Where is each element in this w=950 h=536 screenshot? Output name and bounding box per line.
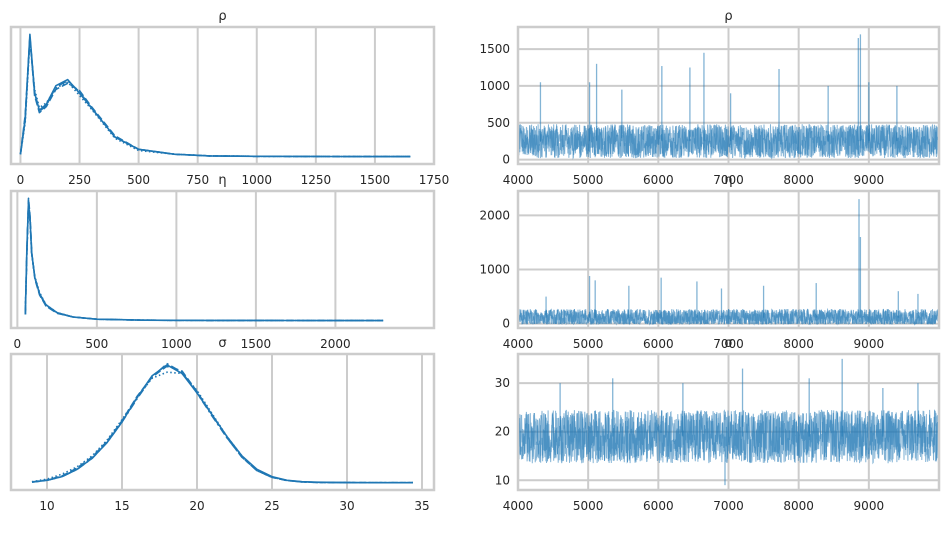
subplot-title: η (724, 173, 732, 188)
x-tick-label: 7000 (713, 499, 744, 513)
x-tick-label: 8000 (783, 499, 814, 513)
subplot-title: η (218, 173, 226, 188)
density-line-chain-3 (19, 37, 411, 158)
axes-frame (516, 352, 941, 492)
x-tick-label: 4000 (503, 173, 534, 187)
axes-frame (9, 189, 436, 330)
axes-frame (9, 352, 436, 492)
x-tick-label: 25 (264, 499, 279, 513)
x-tick-label: 5000 (573, 173, 604, 187)
x-tick-label: 750 (186, 173, 209, 187)
density-line-chain-0 (31, 364, 414, 484)
x-tick-label: 500 (127, 173, 150, 187)
x-tick-label: 9000 (854, 173, 885, 187)
plot-area (24, 197, 384, 322)
x-tick-label: 2000 (320, 337, 351, 351)
x-tick-label: 1500 (241, 337, 272, 351)
x-tick-label: 4000 (503, 499, 534, 513)
x-tick-label: 7000 (713, 173, 744, 187)
x-tick-label: 7000 (713, 337, 744, 351)
subplot-3-trace: η 4000 5000 6000 7000 8000 9000 0 1000 2000 (479, 173, 941, 351)
density-line-chain-0 (24, 202, 384, 322)
x-tick-label: 30 (339, 499, 354, 513)
x-tick-label: 5000 (573, 499, 604, 513)
x-tick-label: 6000 (643, 337, 674, 351)
y-tick-label: 10 (495, 473, 510, 487)
density-line-chain-3 (24, 200, 384, 322)
y-tick-label: 1000 (479, 263, 510, 277)
x-tick-label: 4000 (503, 337, 534, 351)
x-tick-label: 1750 (419, 173, 450, 187)
density-line-chain-2 (31, 371, 414, 484)
x-tick-label: 20 (189, 499, 204, 513)
axes-frame (516, 25, 941, 166)
plot-area (31, 362, 414, 484)
density-line-chain-3 (31, 362, 414, 484)
y-tick-label: 2000 (479, 208, 510, 222)
x-tick-label: 6000 (643, 173, 674, 187)
x-tick-label: 250 (68, 173, 91, 187)
x-tick-label: 35 (414, 499, 429, 513)
x-tick-label: 5000 (573, 337, 604, 351)
x-tick-label: 9000 (854, 499, 885, 513)
x-tick-label: 500 (85, 337, 108, 351)
axes-frame (516, 189, 941, 330)
x-tick-label: 0 (17, 173, 25, 187)
subplot-2-density: η 0 500 1000 1500 2000 (9, 173, 436, 351)
y-tick-label: 1000 (479, 79, 510, 93)
subplot-title: σ (218, 336, 226, 351)
x-tick-label: 8000 (783, 173, 814, 187)
trace-chain-1 (518, 409, 939, 464)
x-tick-label: 1000 (161, 337, 192, 351)
x-tick-label: 8000 (783, 337, 814, 351)
subplot-1-trace: ρ 4000 5000 6000 7000 8000 9000 0 500 1000 1500 (479, 9, 941, 187)
plot-area (518, 358, 939, 486)
x-tick-label: 6000 (643, 499, 674, 513)
x-tick-label: 10 (39, 499, 54, 513)
y-tick-label: 0 (502, 317, 510, 331)
plot-area (518, 199, 939, 326)
subplot-title: ρ (218, 9, 226, 24)
y-tick-label: 30 (495, 376, 510, 390)
x-tick-label: 1250 (301, 173, 332, 187)
trace-chain-1 (518, 307, 939, 326)
subplot-0-density: ρ 0 250 500 750 1000 1250 1500 1750 (9, 9, 450, 187)
subplot-5-trace: σ 4000 5000 6000 7000 8000 9000 10 20 30 (495, 336, 941, 513)
density-line-chain-1 (24, 197, 384, 322)
x-tick-label: 0 (14, 337, 22, 351)
x-tick-label: 15 (114, 499, 129, 513)
subplot-title: ρ (724, 9, 732, 24)
subplot-title: σ (724, 336, 732, 351)
y-tick-label: 20 (495, 425, 510, 439)
x-tick-label: 1500 (360, 173, 391, 187)
plot-area (19, 33, 411, 158)
subplot-4-density: σ 10 15 20 25 30 35 (9, 336, 436, 513)
trace-chain-1 (518, 123, 939, 160)
y-tick-label: 500 (487, 116, 510, 130)
y-tick-label: 1500 (479, 42, 510, 56)
density-line-chain-1 (31, 365, 414, 484)
y-tick-label: 0 (502, 153, 510, 167)
axes-frame (9, 25, 436, 166)
density-line-chain-2 (24, 206, 384, 322)
x-tick-label: 9000 (854, 337, 885, 351)
plot-area (518, 34, 939, 160)
x-tick-label: 1000 (241, 173, 272, 187)
